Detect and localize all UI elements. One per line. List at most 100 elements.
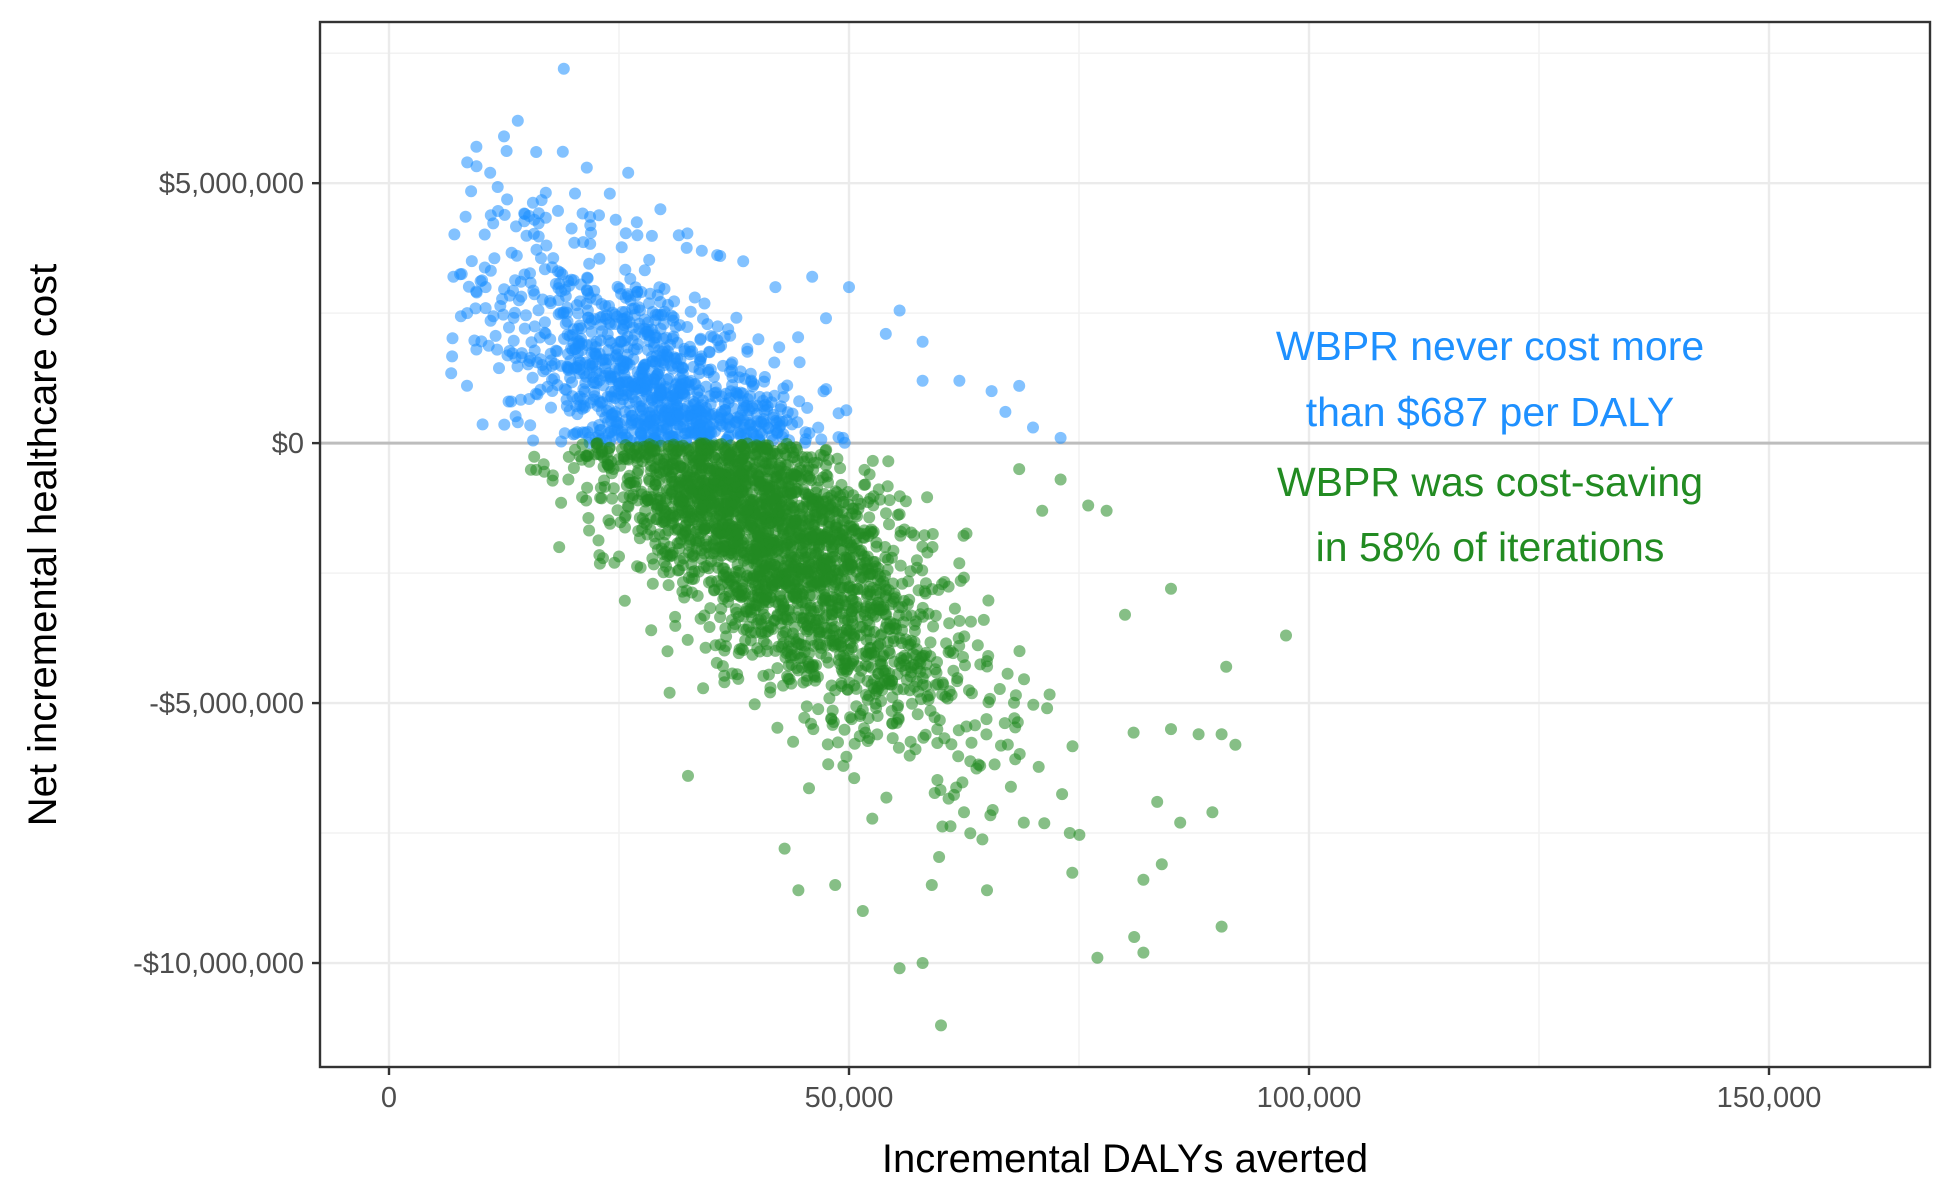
data-point: [637, 383, 650, 396]
data-point: [775, 477, 788, 490]
annotation-group: WBPR never cost more than $687 per DALY …: [1276, 323, 1704, 570]
annotation-line-2: than $687 per DALY: [1306, 389, 1675, 435]
data-point: [771, 491, 784, 504]
data-point: [862, 712, 875, 725]
data-point: [916, 374, 929, 387]
data-point: [607, 463, 620, 475]
data-point: [956, 776, 969, 789]
data-point: [764, 681, 777, 694]
data-point: [1229, 738, 1242, 751]
data-point: [540, 239, 553, 252]
data-point: [863, 568, 876, 581]
data-point: [845, 590, 857, 603]
data-point: [498, 130, 510, 143]
data-point: [832, 407, 845, 420]
y-tick-label: $5,000,000: [159, 168, 304, 200]
data-point: [461, 307, 474, 320]
data-point: [624, 405, 637, 418]
data-point: [867, 490, 880, 503]
data-point: [821, 738, 834, 751]
data-point: [715, 390, 728, 403]
data-point: [685, 476, 698, 489]
data-point: [850, 682, 863, 695]
data-point: [1027, 421, 1039, 434]
data-point: [484, 264, 497, 277]
data-point: [658, 458, 670, 471]
data-point: [813, 627, 826, 640]
data-point: [669, 610, 682, 623]
data-point: [707, 370, 720, 383]
data-point: [630, 216, 643, 229]
data-point: [916, 650, 929, 663]
data-point: [870, 540, 883, 553]
data-point: [822, 502, 835, 515]
data-point: [853, 671, 866, 684]
data-point: [835, 607, 848, 620]
data-point: [947, 647, 960, 660]
data-point: [714, 250, 727, 262]
data-point: [915, 693, 927, 706]
data-point: [545, 354, 558, 367]
data-point: [601, 328, 614, 341]
data-point: [470, 160, 483, 173]
data-point: [658, 282, 671, 295]
data-point: [1206, 806, 1219, 819]
data-point: [572, 307, 585, 320]
data-point: [533, 331, 546, 344]
data-point: [808, 580, 821, 593]
data-point: [800, 700, 813, 713]
data-point: [959, 659, 971, 672]
data-point: [553, 277, 566, 290]
data-point: [568, 236, 581, 249]
data-point: [807, 530, 820, 543]
data-point: [777, 428, 790, 441]
data-point: [512, 294, 525, 307]
data-point: [920, 679, 933, 692]
data-point: [673, 496, 686, 509]
data-point: [834, 462, 847, 475]
data-point: [484, 166, 497, 179]
data-point: [617, 491, 630, 504]
data-point: [609, 213, 622, 226]
data-point: [1054, 431, 1067, 444]
data-point: [953, 557, 966, 570]
data-point: [825, 489, 838, 502]
data-point: [718, 331, 731, 344]
data-point: [824, 559, 837, 572]
data-point: [634, 304, 646, 317]
data-point: [581, 304, 594, 317]
data-point: [928, 711, 941, 724]
data-point: [479, 281, 492, 294]
data-point: [762, 439, 774, 452]
data-point: [754, 516, 767, 529]
data-point: [883, 494, 896, 507]
data-point: [583, 524, 596, 537]
data-point: [752, 333, 765, 346]
data-point: [713, 508, 726, 521]
data-point: [945, 738, 958, 751]
data-point: [703, 462, 716, 475]
data-point: [634, 427, 647, 440]
data-point: [553, 541, 566, 554]
data-point: [674, 372, 687, 385]
data-point: [561, 306, 573, 319]
data-point: [762, 668, 775, 681]
data-point: [700, 380, 713, 393]
data-point: [646, 577, 659, 590]
data-point: [916, 957, 929, 969]
data-point: [654, 203, 667, 216]
data-point: [688, 565, 701, 578]
data-point: [801, 625, 814, 638]
data-point: [911, 708, 924, 721]
data-point: [926, 541, 939, 553]
data-point: [833, 584, 846, 597]
data-point: [883, 518, 895, 531]
data-point: [863, 732, 876, 745]
data-point: [801, 401, 814, 414]
data-point: [509, 351, 522, 364]
data-point: [925, 879, 938, 891]
data-point: [891, 701, 904, 714]
data-point: [909, 743, 922, 756]
data-point: [758, 404, 771, 417]
data-point: [730, 311, 743, 324]
